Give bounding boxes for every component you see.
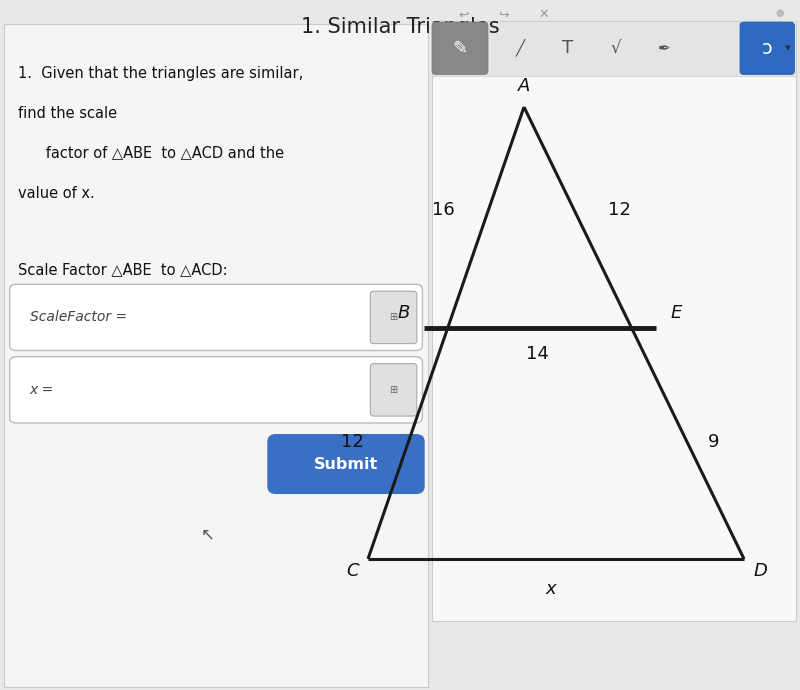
Text: value of x.: value of x. xyxy=(18,186,95,201)
Text: ↄ: ↄ xyxy=(762,39,773,58)
FancyBboxPatch shape xyxy=(10,284,422,351)
Text: ⊞: ⊞ xyxy=(390,313,398,322)
Text: T: T xyxy=(562,39,574,57)
FancyBboxPatch shape xyxy=(10,357,422,423)
Text: ↖: ↖ xyxy=(201,526,215,544)
FancyBboxPatch shape xyxy=(370,364,417,416)
FancyBboxPatch shape xyxy=(432,21,796,621)
Text: 12: 12 xyxy=(608,201,631,219)
Text: √: √ xyxy=(610,39,622,57)
Text: 12: 12 xyxy=(341,433,364,451)
Text: ▾: ▾ xyxy=(785,43,791,53)
Text: ScaleFactor =: ScaleFactor = xyxy=(30,310,126,324)
Text: Scale Factor △ABE  to △ACD:: Scale Factor △ABE to △ACD: xyxy=(18,262,228,277)
Text: ╱: ╱ xyxy=(515,39,525,57)
Text: ↪: ↪ xyxy=(498,8,510,21)
Text: ✎: ✎ xyxy=(453,39,467,57)
Text: D: D xyxy=(754,562,767,580)
FancyBboxPatch shape xyxy=(4,24,428,687)
Text: ●: ● xyxy=(776,8,784,18)
Text: 14: 14 xyxy=(526,345,549,363)
Text: B: B xyxy=(398,304,410,322)
FancyBboxPatch shape xyxy=(268,435,424,493)
Text: C: C xyxy=(346,562,358,580)
Text: 1.  Given that the triangles are similar,: 1. Given that the triangles are similar, xyxy=(18,66,304,81)
FancyBboxPatch shape xyxy=(370,291,417,344)
Text: find the scale: find the scale xyxy=(18,106,118,121)
Text: 16: 16 xyxy=(432,201,454,219)
Text: ✕: ✕ xyxy=(538,8,550,21)
Text: x: x xyxy=(545,580,556,598)
Text: 1. Similar Triangles: 1. Similar Triangles xyxy=(301,17,499,37)
FancyBboxPatch shape xyxy=(432,22,488,75)
FancyBboxPatch shape xyxy=(740,22,794,75)
Text: E: E xyxy=(670,304,682,322)
Text: ✒: ✒ xyxy=(658,41,670,56)
Text: A: A xyxy=(518,77,530,95)
Text: Submit: Submit xyxy=(314,457,378,471)
Text: x =: x = xyxy=(30,383,54,397)
FancyBboxPatch shape xyxy=(432,21,796,76)
Text: ⊞: ⊞ xyxy=(390,385,398,395)
Text: 9: 9 xyxy=(708,433,719,451)
Text: factor of △ABE  to △ACD and the: factor of △ABE to △ACD and the xyxy=(18,146,285,161)
Text: ↩: ↩ xyxy=(458,8,470,21)
